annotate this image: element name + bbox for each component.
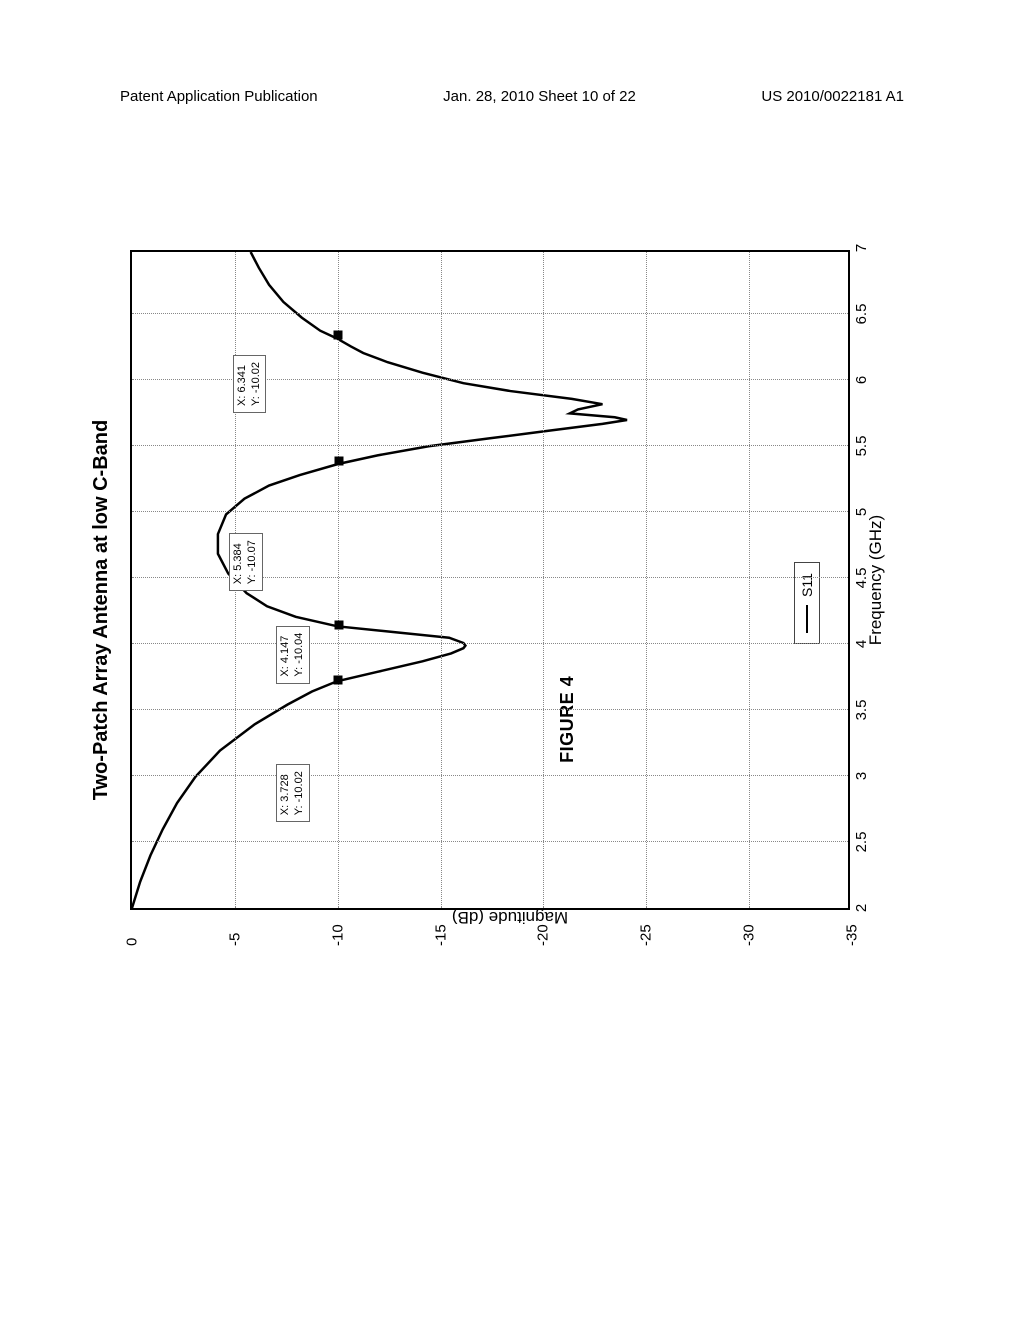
gridline-v: [132, 511, 848, 512]
ytick-label: -30: [741, 924, 758, 946]
gridline-h: [749, 252, 750, 908]
gridline-v: [132, 775, 848, 776]
gridline-v: [132, 709, 848, 710]
ytick-label: -10: [329, 924, 346, 946]
legend-line-icon: [806, 605, 808, 633]
data-marker: [334, 675, 343, 684]
legend: S11: [794, 562, 820, 644]
gridline-h: [646, 252, 647, 908]
xtick-label: 5.5: [853, 436, 870, 457]
xtick-label: 7: [853, 244, 870, 252]
data-marker: [335, 457, 344, 466]
annotation-box: X: 6.341Y: -10.02: [233, 355, 267, 413]
header-left: Patent Application Publication: [120, 88, 318, 105]
ytick-label: 0: [124, 938, 141, 946]
xtick-label: 4.5: [853, 568, 870, 589]
ytick-label: -5: [226, 933, 243, 946]
ytick-label: -15: [432, 924, 449, 946]
figure-label: FIGURE 4: [557, 676, 578, 763]
xtick-label: 3: [853, 772, 870, 780]
header-center: Jan. 28, 2010 Sheet 10 of 22: [443, 88, 636, 105]
y-axis-label: Magnitude (dB): [452, 907, 568, 927]
data-marker: [334, 620, 343, 629]
annotation-box: X: 4.147Y: -10.04: [276, 626, 310, 684]
ytick-label: -25: [638, 924, 655, 946]
ytick-label: -20: [535, 924, 552, 946]
annot-y: Y: -10.02: [293, 771, 307, 815]
xtick-label: 6.5: [853, 304, 870, 325]
annot-x: X: 5.384: [232, 540, 246, 584]
data-marker: [334, 331, 343, 340]
gridline-v: [132, 841, 848, 842]
rotated-chart: Two-Patch Array Antenna at low C-Band S1…: [100, 240, 920, 980]
xtick-label: 2.5: [853, 832, 870, 853]
header-right: US 2010/0022181 A1: [761, 88, 904, 105]
gridline-v: [132, 445, 848, 446]
gridline-h: [441, 252, 442, 908]
xtick-label: 5: [853, 508, 870, 516]
plot-area: S11 FIGURE 4 Frequency (GHz) 22.533.544.…: [130, 250, 850, 910]
annotation-box: X: 5.384Y: -10.07: [229, 533, 263, 591]
xtick-label: 4: [853, 640, 870, 648]
xtick-label: 6: [853, 376, 870, 384]
xtick-label: 2: [853, 904, 870, 912]
page-header: Patent Application Publication Jan. 28, …: [0, 88, 1024, 105]
annot-y: Y: -10.04: [293, 633, 307, 677]
annotation-box: X: 3.728Y: -10.02: [276, 764, 310, 822]
ytick-label: -35: [844, 924, 861, 946]
gridline-h: [543, 252, 544, 908]
annot-y: Y: -10.07: [246, 540, 260, 584]
chart-title: Two-Patch Array Antenna at low C-Band: [90, 420, 113, 800]
gridline-v: [132, 643, 848, 644]
annot-x: X: 3.728: [279, 771, 293, 815]
gridline-v: [132, 313, 848, 314]
annot-x: X: 6.341: [236, 362, 250, 406]
xtick-label: 3.5: [853, 700, 870, 721]
gridline-h: [338, 252, 339, 908]
annot-x: X: 4.147: [279, 633, 293, 677]
annot-y: Y: -10.02: [250, 362, 264, 406]
